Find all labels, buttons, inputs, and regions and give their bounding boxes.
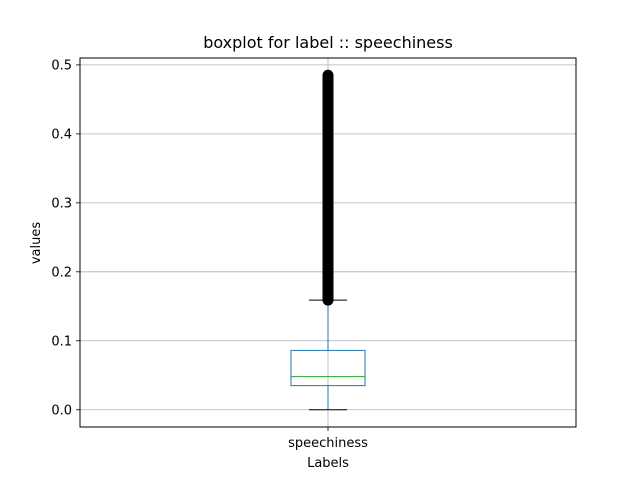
y-tick-label: 0.3: [51, 196, 72, 211]
y-tick-label: 0.4: [51, 127, 72, 142]
outlier-point: [322, 69, 334, 81]
y-tick-label: 0.0: [51, 403, 72, 418]
x-axis-label: Labels: [307, 456, 349, 471]
y-tick-label: 0.5: [51, 58, 72, 73]
box-series: [290, 69, 366, 411]
y-axis-label: values: [29, 222, 44, 265]
y-tick-label: 0.2: [51, 265, 72, 280]
chart-title: boxplot for label :: speechiness: [203, 33, 453, 52]
x-axis-ticks: speechiness: [288, 427, 368, 451]
y-tick-label: 0.1: [51, 334, 72, 349]
y-axis-ticks: 0.0 0.1 0.2 0.3 0.4 0.5: [51, 58, 80, 418]
box-speechiness: [290, 69, 366, 411]
iqr-box: [290, 349, 366, 387]
outlier-points: [322, 69, 334, 306]
x-tick-label: speechiness: [288, 436, 368, 451]
